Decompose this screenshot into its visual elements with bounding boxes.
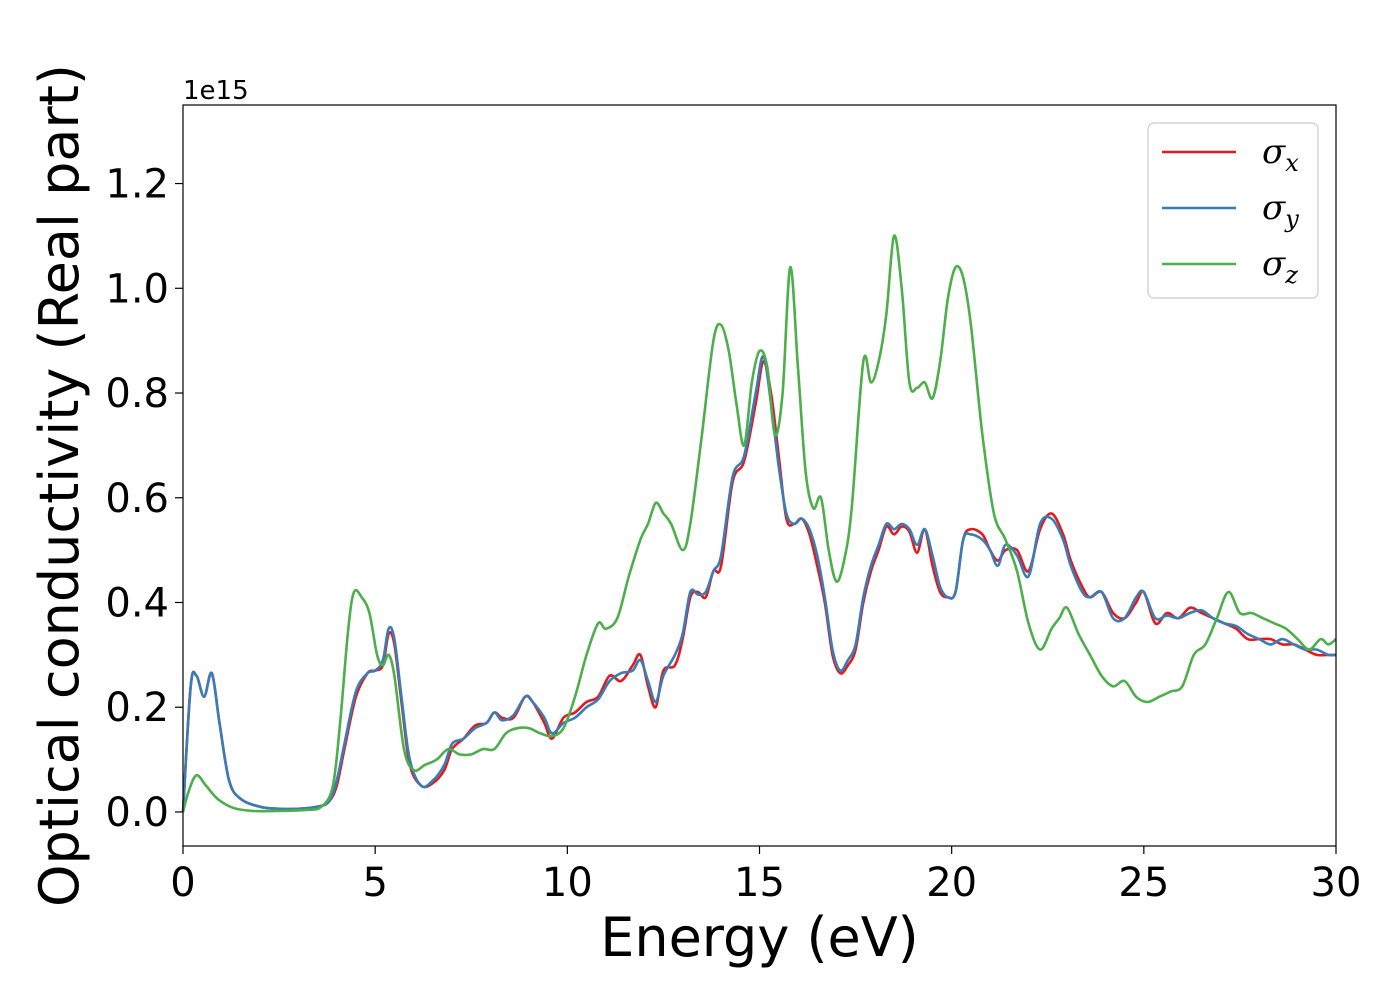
x-axis-ticks: 0 5 10 15 20 25 30 (170, 846, 1361, 906)
y-axis-ticks: 0.0 0.2 0.4 0.6 0.8 1.0 1.2 (105, 162, 183, 836)
series-line-z (181, 234, 1337, 813)
x-tick-label: 5 (362, 860, 387, 906)
legend-subscript: x (1285, 149, 1299, 177)
legend-subscript: y (1284, 205, 1299, 233)
legend-subscript: z (1284, 261, 1298, 289)
legend-symbol: σ (1262, 132, 1286, 172)
x-tick-label: 30 (1311, 860, 1362, 906)
legend-symbol: σ (1262, 244, 1286, 284)
legend-label-x: σx (1262, 132, 1299, 177)
x-tick-label: 25 (1118, 860, 1169, 906)
y-offset-label: 1e15 (183, 76, 249, 106)
series-layer (181, 234, 1337, 813)
x-tick-label: 0 (170, 860, 195, 906)
x-tick-label: 15 (734, 860, 785, 906)
series-line-y (181, 355, 1337, 813)
x-axis-label: Energy (eV) (600, 906, 919, 969)
y-tick-label: 0.6 (105, 476, 169, 522)
y-tick-label: 1.0 (105, 266, 169, 312)
legend-box (1147, 122, 1319, 299)
y-tick-label: 0.2 (105, 685, 169, 731)
x-tick-label: 10 (542, 860, 593, 906)
y-tick-label: 0.8 (105, 371, 169, 417)
series-line-x (181, 360, 1336, 813)
y-tick-label: 0.4 (105, 580, 169, 626)
legend-symbol: σ (1262, 188, 1286, 228)
legend-label-z: σz (1262, 244, 1298, 289)
y-tick-label: 0.0 (105, 790, 169, 836)
legend-label-y: σy (1262, 188, 1299, 233)
y-tick-label: 1.2 (105, 162, 169, 208)
y-axis-label: Optical conductivity (Real part) (28, 64, 91, 907)
x-tick-label: 20 (926, 860, 977, 906)
